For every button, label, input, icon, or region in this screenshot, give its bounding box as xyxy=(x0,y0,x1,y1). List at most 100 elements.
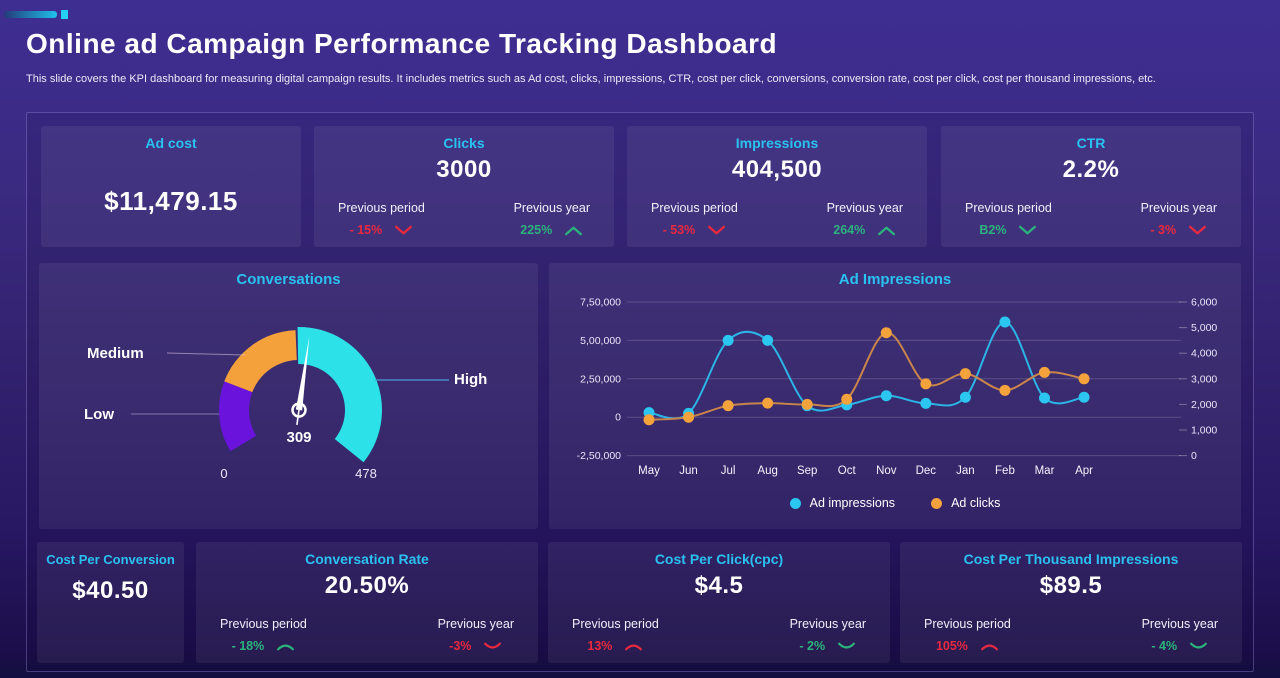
prev-year-label: Previous year xyxy=(1140,201,1217,215)
gauge-card-conversations: Conversations Medium Low High 0 478 309 xyxy=(39,263,538,529)
kpi-card-ad-cost: Ad cost $11,479.15 xyxy=(41,126,301,247)
svg-text:3,000: 3,000 xyxy=(1191,373,1217,385)
prev-year-value: 225% xyxy=(520,223,553,237)
kpi-title: Ad cost xyxy=(145,135,197,151)
chevron-up-icon xyxy=(277,643,295,650)
kpi-value: $4.5 xyxy=(694,572,744,599)
prev-year-label: Previous year xyxy=(826,201,903,215)
prev-period-block: Previous period 13% xyxy=(572,617,659,653)
gauge-value: 309 xyxy=(286,429,312,446)
line-chart: 7,50,000 5,00,000 2,50,000 0 -2,50,000 6,000 5… xyxy=(577,297,1218,478)
prev-period-block: Previous period 105% xyxy=(924,617,1011,653)
chevron-up-icon xyxy=(565,226,583,235)
svg-text:Aug: Aug xyxy=(757,465,777,477)
gauge-chart xyxy=(131,327,449,463)
kpi-value: $11,479.15 xyxy=(104,186,238,216)
page-subtitle: This slide covers the KPI dashboard for … xyxy=(26,73,1156,85)
page-title: Online ad Campaign Performance Tracking … xyxy=(26,28,778,59)
gauge-min-label: 0 xyxy=(220,466,228,481)
kpi-value: 2.2% xyxy=(1062,156,1120,183)
prev-period-label: Previous period xyxy=(651,201,738,215)
chevron-up-icon xyxy=(625,643,643,650)
svg-text:Apr: Apr xyxy=(1075,465,1093,477)
kpi-card-ctr: CTR 2.2% Previous period B2% Previous ye… xyxy=(941,126,1241,247)
prev-period-value: - 53% xyxy=(662,223,696,237)
line-chart-title: Ad Impressions xyxy=(838,271,952,288)
kpi-title: Cost Per Click(cpc) xyxy=(654,551,784,567)
legend-dot-icon xyxy=(931,497,943,509)
line-chart-card-ad-impressions: Ad Impressions 7,50,000 5,00,000 2,50,000 0… xyxy=(549,263,1241,529)
svg-text:Nov: Nov xyxy=(876,465,897,477)
prev-period-block: Previous period B2% xyxy=(965,201,1052,237)
legend-item-ad-clicks: Ad clicks xyxy=(931,496,1000,510)
prev-year-value: 264% xyxy=(833,223,866,237)
svg-text:0: 0 xyxy=(615,412,621,424)
gauge-max-label: 478 xyxy=(355,466,377,481)
kpi-title: CTR xyxy=(1076,135,1106,151)
chevron-down-icon xyxy=(484,642,502,649)
prev-year-value: - 3% xyxy=(1150,223,1177,237)
legend-dot-icon xyxy=(789,497,801,509)
accent-bar xyxy=(4,11,57,18)
prev-year-label: Previous year xyxy=(513,201,590,215)
kpi-title: Cost Per Conversion xyxy=(46,552,175,567)
prev-year-block: Previous year 264% xyxy=(827,201,903,237)
prev-period-value: - 18% xyxy=(231,639,265,653)
kpi-value: 3000 xyxy=(436,156,492,183)
gauge-label-low: Low xyxy=(84,406,114,423)
svg-text:Mar: Mar xyxy=(1035,465,1055,477)
prev-year-block: Previous year - 4% xyxy=(1142,617,1218,653)
chevron-down-icon xyxy=(838,642,856,649)
chevron-down-icon xyxy=(1019,225,1037,234)
prev-year-label: Previous year xyxy=(437,617,514,631)
prev-period-block: Previous period - 18% xyxy=(220,617,307,653)
svg-text:Feb: Feb xyxy=(995,465,1015,477)
svg-text:Jan: Jan xyxy=(956,465,975,477)
svg-text:5,00,000: 5,00,000 xyxy=(580,335,621,347)
svg-text:Sep: Sep xyxy=(797,465,817,477)
accent-square xyxy=(61,10,68,19)
svg-text:2,50,000: 2,50,000 xyxy=(580,373,621,385)
prev-year-label: Previous year xyxy=(1141,617,1218,631)
kpi-card-conversation-rate: Conversation Rate 20.50% Previous period… xyxy=(196,542,538,663)
chevron-down-icon xyxy=(708,225,726,234)
chevron-down-icon xyxy=(1189,225,1207,234)
svg-text:6,000: 6,000 xyxy=(1191,297,1217,309)
prev-period-value: 105% xyxy=(935,639,968,653)
prev-period-label: Previous period xyxy=(965,201,1052,215)
prev-year-label: Previous year xyxy=(789,617,866,631)
prev-period-block: Previous period - 15% xyxy=(338,201,425,237)
svg-text:0: 0 xyxy=(1191,450,1197,462)
svg-text:5,000: 5,000 xyxy=(1191,322,1217,334)
prev-year-block: Previous year -3% xyxy=(438,617,514,653)
svg-text:7,50,000: 7,50,000 xyxy=(580,297,621,309)
prev-period-label: Previous period xyxy=(572,617,659,631)
svg-text:-2,50,000: -2,50,000 xyxy=(577,450,622,462)
kpi-value: $40.50 xyxy=(72,577,149,604)
legend-label: Ad impressions xyxy=(809,496,896,510)
legend-item-ad-impressions: Ad impressions xyxy=(789,496,896,510)
prev-year-block: Previous year - 3% xyxy=(1141,201,1217,237)
prev-period-label: Previous period xyxy=(220,617,307,631)
kpi-card-cost-per-thousand-impressions: Cost Per Thousand Impressions $89.5 Prev… xyxy=(900,542,1242,663)
chart-legend: Ad impressions Ad clicks xyxy=(549,496,1241,510)
gauge-label-high: High xyxy=(454,371,488,388)
kpi-title: Impressions xyxy=(735,135,819,151)
chevron-down-icon xyxy=(1190,642,1208,649)
kpi-value: 404,500 xyxy=(731,156,823,183)
kpi-card-cost-per-conversion: Cost Per Conversion $40.50 xyxy=(37,542,184,663)
prev-period-block: Previous period - 53% xyxy=(651,201,738,237)
chevron-down-icon xyxy=(395,225,413,234)
svg-text:4,000: 4,000 xyxy=(1191,348,1217,360)
kpi-title: Conversation Rate xyxy=(305,551,429,567)
gauge-title: Conversations xyxy=(236,271,341,288)
chevron-up-icon xyxy=(878,226,896,235)
svg-text:2,000: 2,000 xyxy=(1191,399,1217,411)
prev-period-value: 13% xyxy=(587,639,613,653)
dashboard-panel: Ad cost $11,479.15 Clicks 3000 Previous … xyxy=(26,112,1254,672)
prev-year-block: Previous year - 2% xyxy=(790,617,866,653)
svg-text:Jul: Jul xyxy=(721,465,736,477)
kpi-card-cost-per-click: Cost Per Click(cpc) $4.5 Previous period… xyxy=(548,542,890,663)
prev-period-value: - 15% xyxy=(349,223,383,237)
